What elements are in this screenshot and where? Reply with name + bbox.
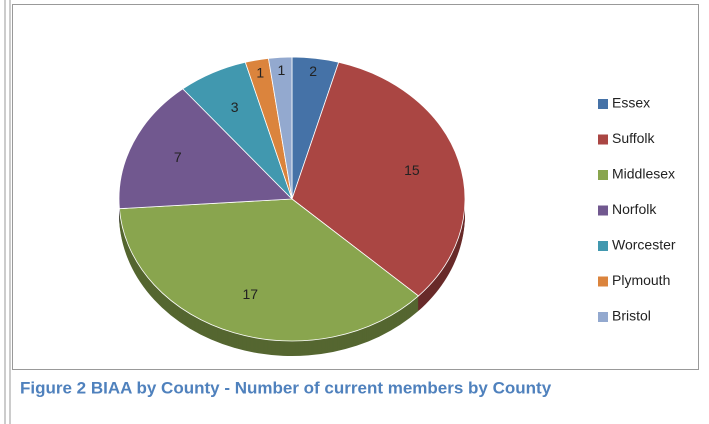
legend-label: Suffolk — [612, 130, 656, 146]
legend-swatch — [598, 99, 608, 109]
legend-swatch — [598, 134, 608, 145]
slice — [118, 198, 420, 342]
legend-label: Worcester — [612, 237, 676, 253]
caption: Figure 2 BIAA by County - Number of curr… — [20, 378, 552, 397]
legend-label: Plymouth — [612, 272, 670, 288]
data-label: 3 — [231, 99, 239, 115]
data-label: 1 — [277, 62, 285, 78]
legend-swatch — [598, 170, 608, 180]
legend-label: Norfolk — [612, 201, 657, 217]
slice — [118, 88, 293, 210]
data-label: 15 — [404, 162, 420, 178]
data-label: 17 — [242, 286, 258, 302]
legend-label: Essex — [612, 95, 650, 111]
data-label: 7 — [174, 149, 182, 165]
pie — [118, 56, 466, 356]
legend-swatch — [598, 205, 608, 216]
legend-swatch — [598, 312, 608, 322]
data-label: 2 — [309, 63, 317, 79]
slice — [291, 61, 466, 297]
legend-label: Bristol — [612, 308, 651, 324]
chart-border — [12, 4, 699, 370]
legend-swatch — [598, 241, 608, 251]
slice — [267, 56, 293, 200]
data-label: 1 — [256, 65, 264, 81]
legend-swatch — [598, 276, 608, 287]
legend-label: Middlesex — [612, 166, 675, 182]
